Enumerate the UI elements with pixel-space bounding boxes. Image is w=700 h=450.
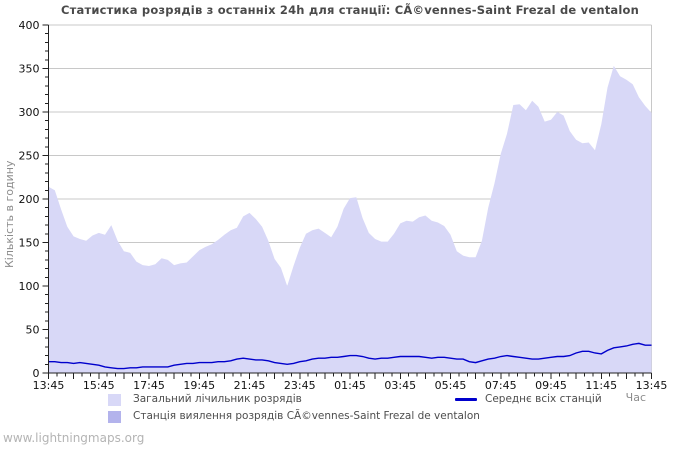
x-tick-label: 21:45 <box>234 379 266 392</box>
average-line <box>48 342 652 370</box>
total-area-swatch <box>108 394 121 406</box>
y-tick-label: 250 <box>19 150 40 163</box>
y-tick-label: 300 <box>19 106 40 119</box>
x-tick-label: 13:45 <box>33 379 65 392</box>
y-axis-title: Кількість в годину <box>3 160 16 268</box>
x-tick-label: 11:45 <box>585 379 617 392</box>
y-tick-label: 200 <box>19 193 40 206</box>
y-tick-label: 400 <box>19 19 40 32</box>
x-axis-title: Час <box>625 391 646 404</box>
x-tick-label: 03:45 <box>384 379 416 392</box>
x-tick-label: 15:45 <box>83 379 115 392</box>
x-tick-label: 17:45 <box>133 379 165 392</box>
station-area-swatch <box>108 411 121 423</box>
y-tick-label: 50 <box>26 324 40 337</box>
x-tick-label: 01:45 <box>334 379 366 392</box>
x-tick-label: 09:45 <box>535 379 567 392</box>
legend-label-average: Середнє всіх станцій <box>485 393 602 405</box>
y-tick-label: 100 <box>19 280 40 293</box>
average-line-swatch <box>455 398 477 401</box>
legend-label-station: Станція виялення розрядів CÃ©vennes-Sain… <box>133 410 480 422</box>
x-tick-label: 07:45 <box>485 379 517 392</box>
x-tick-label: 13:45 <box>636 379 668 392</box>
y-tick-label: 350 <box>19 63 40 76</box>
watermark: www.lightningmaps.org <box>3 431 145 445</box>
legend-row-total: Загальний лічильник розрядів Середнє всі… <box>108 393 668 407</box>
legend-row-station: Станція виялення розрядів CÃ©vennes-Sain… <box>108 410 668 424</box>
area-series <box>48 65 652 374</box>
y-tick-label: 150 <box>19 237 40 250</box>
x-tick-label: 19:45 <box>183 379 215 392</box>
y-tick-label: 0 <box>33 367 40 380</box>
legend-label-total: Загальний лічильник розрядів <box>133 393 302 405</box>
x-tick-label: 23:45 <box>284 379 316 392</box>
chart-title: Статистика розрядів з останніх 24h для с… <box>60 3 639 17</box>
x-tick-label: 05:45 <box>435 379 467 392</box>
